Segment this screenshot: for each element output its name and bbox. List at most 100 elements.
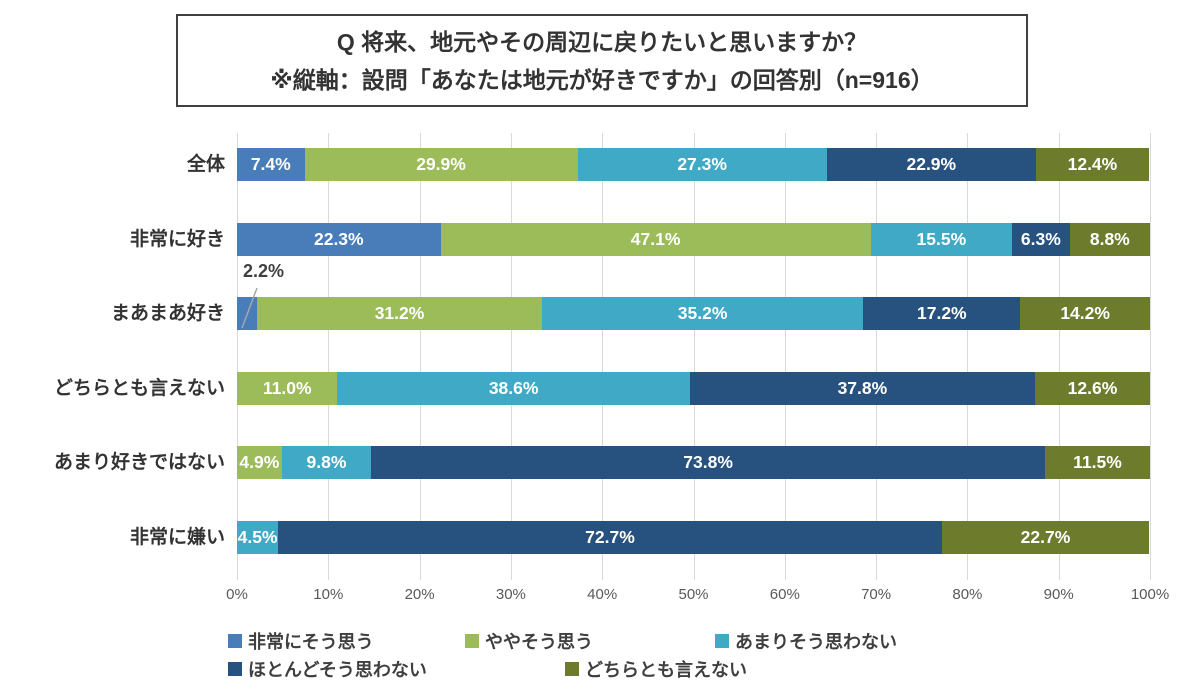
legend-label: どちらとも言えない: [585, 660, 747, 680]
data-label: 72.7%: [585, 527, 635, 547]
bar-segment: 12.6%: [1034, 371, 1150, 405]
legend-swatch: [465, 634, 479, 648]
data-label: 11.5%: [1073, 452, 1122, 473]
bar-row: 4.5% 72.7% 22.7%: [237, 521, 1150, 554]
legend-item: 非常にそう思う: [228, 630, 374, 652]
gridline: [784, 133, 786, 580]
bar-segment: 15.5%: [870, 222, 1013, 256]
x-tick-label: 0%: [226, 586, 248, 603]
bar-segment: 4.9%: [237, 446, 282, 480]
data-label: 8.8%: [1089, 228, 1130, 249]
data-label: 22.3%: [313, 228, 364, 249]
x-tick-label: 60%: [769, 586, 800, 603]
legend-item: ほとんどそう思わない: [228, 658, 427, 680]
data-label: 47.1%: [630, 228, 681, 249]
bar-segment: 35.2%: [541, 297, 864, 331]
data-label: 12.6%: [1067, 377, 1118, 398]
legend-item: ややそう思う: [465, 630, 593, 652]
data-label: 73.8%: [683, 452, 733, 473]
plot-area: 7.4% 29.9% 27.3% 22.9% 12.4% 22.3% 47.1% 15.5% 6…: [237, 133, 1151, 580]
bar-segment: 4.5%: [237, 521, 279, 554]
bar-segment: 11.5%: [1044, 446, 1150, 480]
data-label: 15.5%: [916, 228, 967, 249]
data-label: 11.0%: [262, 377, 312, 398]
bar-segment: 9.8%: [281, 446, 372, 480]
x-tick-label: 30%: [495, 586, 526, 603]
legend-swatch: [228, 634, 242, 648]
data-label: 37.8%: [837, 377, 888, 398]
gridline: [602, 133, 604, 580]
data-label: 29.9%: [416, 154, 466, 174]
legend-swatch: [715, 634, 729, 648]
data-label: 7.4%: [250, 154, 291, 174]
data-label: 14.2%: [1060, 303, 1110, 324]
data-label: 12.4%: [1067, 154, 1118, 174]
outside-data-label: 2.2%: [243, 261, 285, 281]
category-label: 全体: [186, 154, 225, 175]
gridline: [237, 133, 238, 580]
legend-item: どちらとも言えない: [565, 658, 747, 680]
bar-row: 31.2% 35.2% 17.2% 14.2%: [237, 297, 1150, 331]
chart-title: Q 将来、地元やその周辺に戻りたいと思いますか？ ※縦軸：設問「あなたは地元が好…: [176, 14, 1028, 107]
x-tick-label: 10%: [313, 586, 344, 603]
chart-title-line1: Q 将来、地元やその周辺に戻りたいと思いますか？: [336, 29, 868, 55]
data-label: 4.9%: [239, 452, 280, 473]
bar-segment: 22.3%: [237, 222, 441, 256]
bar-segment: 38.6%: [337, 371, 690, 405]
x-tick-label: 90%: [1043, 586, 1074, 603]
data-label: 4.5%: [237, 527, 278, 547]
data-label: 22.9%: [906, 154, 957, 174]
bar-segment: 8.8%: [1069, 222, 1150, 256]
data-label: 38.6%: [488, 377, 539, 398]
bar-segment: 22.9%: [826, 148, 1036, 181]
bar-segment: 17.2%: [863, 297, 1021, 331]
data-label: 6.3%: [1020, 228, 1061, 249]
bar-segment: 6.3%: [1012, 222, 1070, 256]
bar-segment: 14.2%: [1020, 297, 1150, 331]
bar-segment: 29.9%: [304, 148, 578, 181]
legend-swatch: [565, 662, 579, 676]
bar-segment: 47.1%: [440, 222, 871, 256]
data-label: 22.7%: [1020, 527, 1071, 547]
bar-segment: 7.4%: [237, 148, 305, 181]
legend-item: あまりそう思わない: [715, 630, 897, 652]
gridline: [693, 133, 695, 580]
bar-segment: 11.0%: [237, 371, 338, 405]
category-label: 非常に好き: [129, 228, 225, 250]
category-label: まあまあ好き: [110, 303, 225, 325]
data-label: 9.8%: [306, 452, 347, 473]
gridline: [419, 133, 421, 580]
gridline: [1150, 133, 1151, 580]
x-tick-label: 70%: [861, 586, 892, 603]
category-label: どちらとも言えない: [53, 377, 225, 399]
chart-title-line2: ※縦軸：設問「あなたは地元が好きですか」の回答別（n=916）: [270, 67, 934, 93]
data-label: 35.2%: [677, 303, 728, 324]
data-label: 27.3%: [677, 154, 727, 174]
bar-segment: 31.2%: [257, 297, 542, 331]
bar-segment: 73.8%: [371, 446, 1045, 480]
gridline: [967, 133, 969, 580]
leader-line: [241, 287, 258, 329]
x-tick-label: 20%: [404, 586, 435, 603]
x-tick-label: 100%: [1130, 586, 1170, 603]
bar-row: 22.3% 47.1% 15.5% 6.3% 8.8%: [237, 222, 1150, 256]
x-tick-label: 80%: [952, 586, 983, 603]
legend-label: 非常にそう思う: [248, 632, 374, 652]
bar-segment: 22.7%: [941, 521, 1150, 554]
gridline: [328, 133, 330, 580]
bar-segment: 72.7%: [278, 521, 942, 554]
gridline: [1058, 133, 1060, 580]
legend-swatch: [228, 662, 242, 676]
legend-label: ほとんどそう思わない: [248, 660, 427, 680]
data-label: 17.2%: [917, 303, 967, 324]
bar-row: 7.4% 29.9% 27.3% 22.9% 12.4%: [237, 148, 1150, 181]
legend-label: ややそう思う: [485, 632, 593, 652]
bar-segment: 27.3%: [577, 148, 827, 181]
x-tick-label: 40%: [587, 586, 618, 603]
x-tick-label: 50%: [678, 586, 709, 603]
data-label: 31.2%: [374, 303, 425, 324]
gridline: [876, 133, 878, 580]
bar-row: 11.0% 38.6% 37.8% 12.6%: [237, 371, 1150, 405]
bar-segment: 12.4%: [1035, 148, 1150, 181]
gridline: [510, 133, 512, 580]
